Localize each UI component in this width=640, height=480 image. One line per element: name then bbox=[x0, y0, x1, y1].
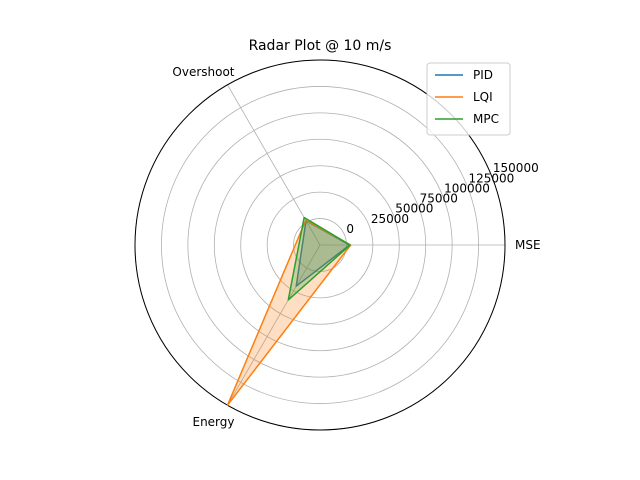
legend-label-lqi: LQI bbox=[473, 90, 493, 104]
legend-box bbox=[426, 62, 511, 136]
legend-label-mpc: MPC bbox=[473, 112, 499, 126]
axis-labels: MSE Overshoot Energy bbox=[172, 65, 540, 429]
series-polygons bbox=[226, 216, 352, 406]
axis-label-mse: MSE bbox=[515, 238, 541, 252]
series-fill-pid bbox=[296, 220, 350, 287]
legend-label-pid: PID bbox=[473, 68, 493, 82]
radial-tick-label-6: 150000 bbox=[493, 161, 539, 175]
radial-tick-label-5: 125000 bbox=[469, 171, 515, 185]
spoke-energy bbox=[227, 244, 321, 406]
radial-tick-label-0: 0 bbox=[346, 222, 354, 236]
series-fill-mpc bbox=[288, 217, 351, 300]
radial-tick-label-4: 100000 bbox=[444, 181, 490, 195]
radial-tick-label-1: 25000 bbox=[371, 212, 409, 226]
radial-tick-label-2: 50000 bbox=[395, 202, 433, 216]
outer-frame bbox=[134, 59, 506, 431]
radar-grid bbox=[134, 59, 506, 431]
chart-title: Radar Plot @ 10 m/s bbox=[249, 38, 392, 54]
axis-label-energy: Energy bbox=[192, 415, 234, 429]
legend: PID LQI MPC bbox=[426, 62, 511, 136]
series-line-mpc bbox=[287, 216, 351, 301]
series-fill-lqi bbox=[227, 220, 351, 406]
axis-label-overshoot: Overshoot bbox=[172, 65, 234, 79]
radial-tick-label-3: 75000 bbox=[420, 192, 458, 206]
